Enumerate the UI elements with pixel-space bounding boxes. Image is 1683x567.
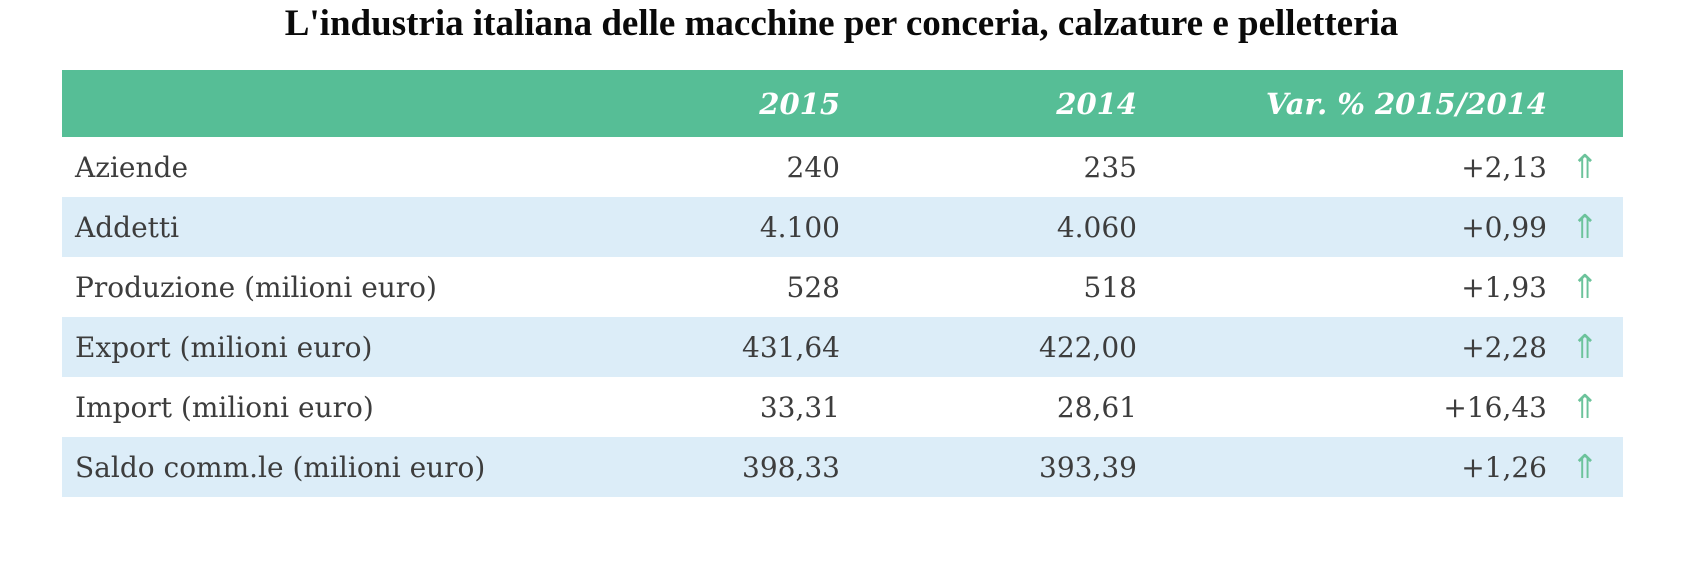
up-arrow-icon: ⇑ [1571,326,1599,366]
table-row-produzione: Produzione (milioni euro) 528 518 +1,93 … [62,257,1623,317]
table-row-export: Export (milioni euro) 431,64 422,00 +2,2… [62,317,1623,377]
column-header-2014: 2014 [840,70,1137,137]
up-arrow-icon: ⇑ [1571,206,1599,246]
value-2014-cell: 28,61 [1056,390,1137,424]
trend-arrow-cell: ⇑ [1547,257,1623,317]
variation-cell: +0,99 [1137,197,1547,257]
column-header-trend [1547,70,1623,137]
page-title: L'industria italiana delle macchine per … [284,3,1399,44]
row-label-cell: Addetti [62,197,562,257]
row-label-cell: Produzione (milioni euro) [75,270,437,304]
industry-data-table: 2015 2014 Var. % 2015/2014 Aziende 240 2… [62,70,1623,497]
table-row-addetti: Addetti 4.100 4.060 +0,99 ⇑ [62,197,1623,257]
variation-cell: +2,13 [1461,150,1547,184]
table-row-saldo: Saldo comm.le (milioni euro) 398,33 393,… [62,437,1623,497]
column-header-variation: Var. % 2015/2014 [1137,70,1547,137]
trend-arrow-cell: ⇑ [1547,197,1623,257]
trend-arrow-cell: ⇑ [1547,137,1623,197]
table-row-import: Import (milioni euro) 33,31 28,61 +16,43… [62,377,1623,437]
up-arrow-icon: ⇑ [1571,446,1599,486]
up-arrow-icon: ⇑ [1571,386,1599,426]
value-2014-cell: 422,00 [840,317,1137,377]
variation-cell: +1,93 [1461,270,1547,304]
trend-arrow-cell: ⇑ [1547,437,1623,497]
column-header-2015: 2015 [562,70,840,137]
trend-arrow-cell: ⇑ [1547,317,1623,377]
corner-cell [62,70,562,137]
up-arrow-icon: ⇑ [1571,266,1599,306]
row-label-cell: Export (milioni euro) [62,317,562,377]
value-2015-cell: 4.100 [562,197,840,257]
row-label-cell: Aziende [75,150,189,184]
value-2014-cell: 518 [1083,270,1137,304]
variation-cell: +16,43 [1443,390,1547,424]
table-body: Aziende 240 235 +2,13 ⇑ Addetti 4.100 4.… [62,137,1623,497]
variation-cell: +1,26 [1137,437,1547,497]
header-row: 2015 2014 Var. % 2015/2014 [62,70,1623,137]
variation-cell: +2,28 [1137,317,1547,377]
value-2014-cell: 393,39 [840,437,1137,497]
value-2015-cell: 240 [786,150,840,184]
trend-arrow-cell: ⇑ [1547,377,1623,437]
up-arrow-icon: ⇑ [1571,146,1599,186]
row-label-cell: Saldo comm.le (milioni euro) [62,437,562,497]
table-header: 2015 2014 Var. % 2015/2014 [62,70,1623,137]
value-2015-cell: 528 [786,270,840,304]
value-2015-cell: 398,33 [562,437,840,497]
row-label-cell: Import (milioni euro) [75,390,374,424]
value-2014-cell: 235 [1083,150,1137,184]
value-2014-cell: 4.060 [840,197,1137,257]
value-2015-cell: 33,31 [759,390,840,424]
value-2015-cell: 431,64 [562,317,840,377]
table-row-aziende: Aziende 240 235 +2,13 ⇑ [62,137,1623,197]
